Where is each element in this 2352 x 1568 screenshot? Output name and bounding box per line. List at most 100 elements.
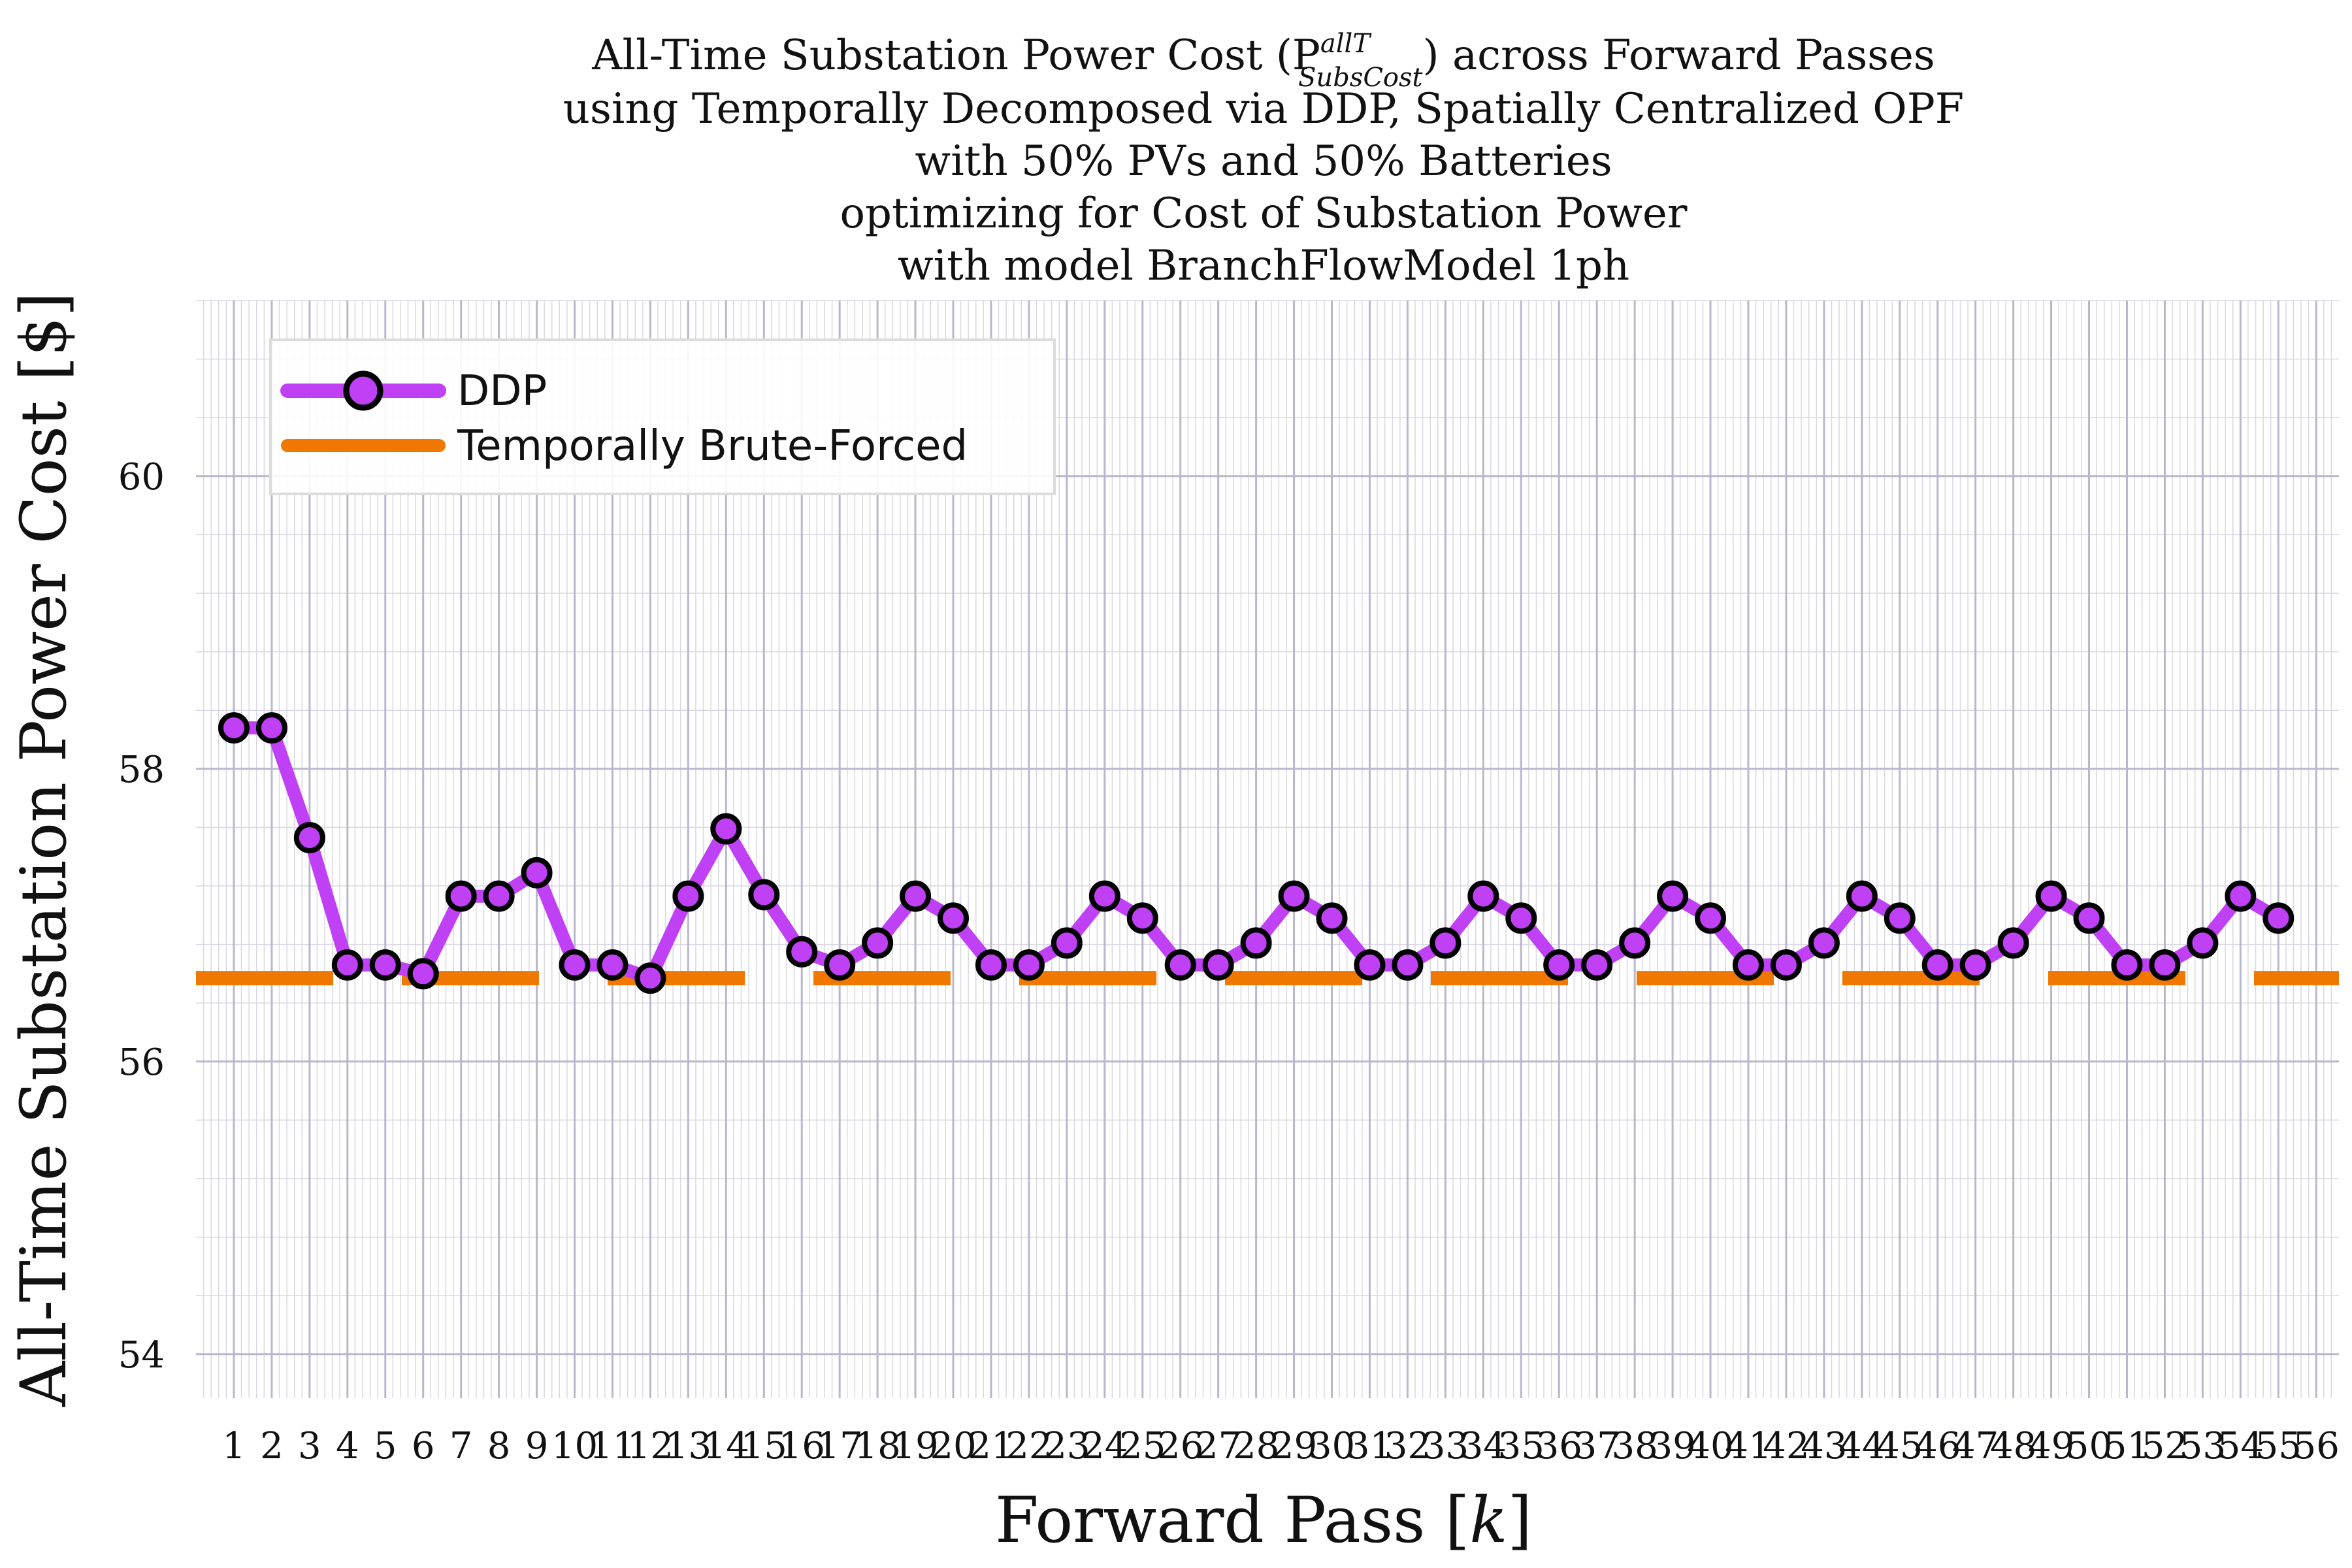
title-line-2: using Temporally Decomposed via DDP, Spa…	[563, 85, 1964, 133]
x-tick-label: 43	[1801, 1425, 1847, 1467]
x-tick-label: 44	[1838, 1425, 1885, 1467]
ddp-point	[1959, 949, 1991, 981]
ddp-point	[1392, 949, 1424, 981]
x-tick-label: 39	[1649, 1425, 1695, 1467]
ddp-point	[2035, 880, 2067, 912]
ddp-point	[483, 880, 515, 912]
ddp-point	[1732, 949, 1764, 981]
x-tick-label: 41	[1725, 1425, 1771, 1467]
x-tick-label: 29	[1271, 1425, 1317, 1467]
ddp-point	[938, 902, 970, 934]
y-tick-label: 54	[118, 1334, 165, 1377]
ddp-point	[710, 813, 742, 845]
x-tick-label: 32	[1384, 1425, 1431, 1467]
x-tick-label: 15	[741, 1425, 787, 1467]
y-tick-labels: 54 56 58 60	[118, 456, 165, 1377]
ddp-point	[2187, 927, 2219, 959]
ddp-point	[748, 879, 780, 911]
x-tick-label: 1	[222, 1425, 246, 1467]
x-tick-label: 11	[589, 1425, 636, 1467]
title-line-4: optimizing for Cost of Substation Power	[840, 189, 1688, 238]
ddp-point	[521, 857, 553, 889]
x-tick-label: 55	[2255, 1425, 2302, 1467]
x-tick-label: 10	[551, 1425, 598, 1467]
x-tick-label: 49	[2028, 1425, 2074, 1467]
ddp-point	[1505, 902, 1537, 934]
legend: DDP Temporally Brute-Forced	[269, 338, 1056, 495]
ddp-point	[255, 712, 287, 744]
x-tick-label: 25	[1119, 1425, 1166, 1467]
ddp-point	[824, 949, 856, 981]
x-tick-label: 12	[627, 1425, 674, 1467]
x-tick-label: 46	[1914, 1425, 1961, 1467]
x-tick-label: 37	[1574, 1425, 1620, 1467]
x-tick-label: 28	[1233, 1425, 1279, 1467]
chart-title: All-Time Substation Power Cost (PallT Sub…	[563, 29, 1964, 290]
y-tick-label: 60	[118, 456, 165, 498]
ddp-point	[786, 936, 818, 968]
ddp-point	[634, 962, 666, 994]
x-tick-label: 2	[260, 1425, 284, 1467]
x-tick-label: 45	[1876, 1425, 1923, 1467]
ddp-point	[1619, 927, 1651, 959]
x-tick-label: 34	[1460, 1425, 1507, 1467]
ddp-point	[1240, 927, 1272, 959]
x-tick-label: 6	[412, 1425, 435, 1467]
ddp-point	[1278, 880, 1310, 912]
ddp-point	[218, 712, 250, 744]
x-tick-label: 21	[968, 1425, 1014, 1467]
x-tick-label: 19	[892, 1425, 938, 1467]
x-tick-label: 8	[487, 1425, 511, 1467]
ddp-point	[2225, 880, 2257, 912]
ddp-point	[331, 949, 363, 981]
y-tick-label: 56	[118, 1041, 165, 1084]
ddp-point	[1126, 902, 1158, 934]
ddp-point	[2262, 902, 2295, 934]
title-line-5: with model BranchFlowModel 1ph	[898, 242, 1629, 290]
x-tick-label: 31	[1347, 1425, 1393, 1467]
x-tick-label: 23	[1043, 1425, 1090, 1467]
ddp-point	[1051, 927, 1083, 959]
x-axis-label-close: ]	[1508, 1484, 1532, 1557]
x-tick-label: 30	[1309, 1425, 1355, 1467]
x-tick-label: 26	[1157, 1425, 1203, 1467]
ddp-point	[445, 880, 477, 912]
x-tick-label: 3	[298, 1425, 321, 1467]
ddp-point	[1088, 880, 1120, 912]
title-line-1: All-Time Substation Power Cost (PallT Sub…	[591, 29, 1935, 93]
ddp-point	[2149, 949, 2181, 981]
ddp-point	[1013, 949, 1045, 981]
series-ddp	[218, 712, 2295, 994]
ddp-point	[1770, 949, 1802, 981]
x-tick-label: 4	[336, 1425, 359, 1467]
title-line-1-text: All-Time Substation Power Cost (P	[591, 31, 1320, 80]
x-tick-label: 56	[2293, 1425, 2340, 1467]
x-tick-label: 9	[525, 1425, 549, 1467]
title-line-3: with 50% PVs and 50% Batteries	[915, 137, 1612, 186]
legend-ddp-label: DDP	[457, 367, 547, 416]
ddp-point	[862, 927, 894, 959]
ddp-point	[1467, 880, 1499, 912]
x-tick-label: 51	[2104, 1425, 2150, 1467]
legend-brute-forced-label: Temporally Brute-Forced	[457, 422, 968, 470]
x-tick-label: 17	[817, 1425, 863, 1467]
ddp-point	[1921, 949, 1953, 981]
x-tick-labels: 1 2 3 4 5 6 7 8 9 1011121314151617181920212223242…	[222, 1425, 2340, 1467]
x-tick-label: 50	[2066, 1425, 2112, 1467]
ddp-point	[1657, 880, 1689, 912]
x-tick-label: 54	[2217, 1425, 2264, 1467]
x-tick-label: 35	[1498, 1425, 1544, 1467]
legend-box	[269, 338, 1056, 495]
x-tick-label: 47	[1952, 1425, 1999, 1467]
x-tick-label: 22	[1005, 1425, 1052, 1467]
x-tick-label: 16	[779, 1425, 825, 1467]
x-tick-label: 18	[854, 1425, 900, 1467]
ddp-point	[1695, 902, 1727, 934]
title-subscript: SubsCost	[1298, 63, 1424, 93]
ddp-point	[1808, 927, 1840, 959]
x-tick-label: 36	[1536, 1425, 1582, 1467]
x-axis-label-text: Forward Pass [	[995, 1484, 1469, 1557]
x-tick-label: 48	[1990, 1425, 2036, 1467]
y-axis-label: All-Time Substation Power Cost [$]	[7, 292, 80, 1407]
